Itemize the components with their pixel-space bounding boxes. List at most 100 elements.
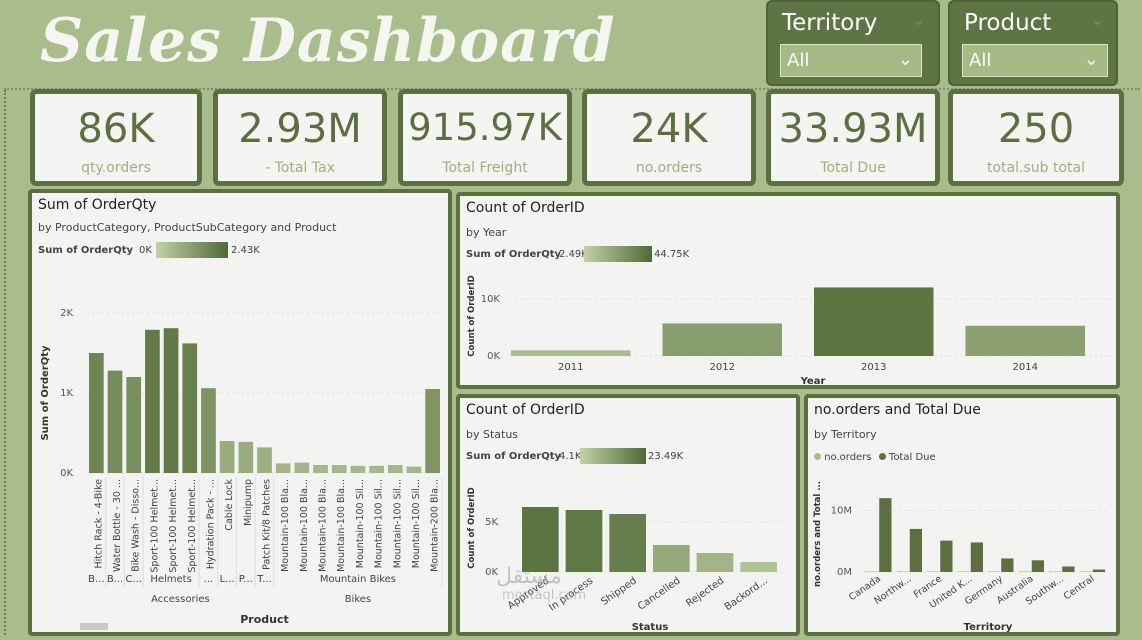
x-tick-label: Mountain-100 Sil... xyxy=(411,479,422,568)
chevron-down-icon[interactable]: ⌄ xyxy=(1083,49,1099,70)
chart-panel-year: Count of OrderID by Year Sum of OrderQty… xyxy=(456,192,1120,389)
x-tick-label: 2012 xyxy=(710,362,735,373)
bar xyxy=(145,329,160,473)
kpi-label: total.sub total xyxy=(987,160,1085,176)
y-axis-title: no.orders and Total ... xyxy=(813,481,823,587)
bar xyxy=(350,465,366,473)
kpi-value: 2.93M xyxy=(238,106,362,152)
chart-panel-territory: no.orders and Total Due by Territory no.… xyxy=(804,394,1120,636)
territory-slicer[interactable]: Territory ⌄ All ⌄ xyxy=(766,0,940,86)
subcategory-label: Helmets xyxy=(150,574,191,585)
subcategory-label: C... xyxy=(125,574,142,585)
bar xyxy=(163,328,179,473)
x-tick-label: Patch Kit/8 Patches xyxy=(262,479,273,570)
x-tick-label: Mountain-100 Sil... xyxy=(355,479,366,568)
divider-vertical xyxy=(4,90,6,635)
x-tick-label: Hitch Rack - 4-Bike xyxy=(93,479,104,569)
bar xyxy=(238,441,254,473)
bar-no-orders xyxy=(1049,571,1062,572)
x-tick-label: Water Bottle - 30 ... xyxy=(112,479,123,572)
bar xyxy=(294,462,310,473)
bar xyxy=(331,465,347,473)
product-selected-value: All xyxy=(969,50,992,71)
kpi-value: 915.97K xyxy=(408,106,562,149)
kpi-card-total-tax: 2.93M - Total Tax xyxy=(213,89,387,186)
bar xyxy=(565,510,603,572)
bar xyxy=(201,388,216,473)
kpi-card-qty-orders: 86K qty.orders xyxy=(30,89,202,186)
product-slicer-title: Product xyxy=(964,10,1052,36)
x-tick-label: Sport-100 Helmet... xyxy=(187,479,198,573)
bar xyxy=(511,350,631,356)
x-axis-title: Status xyxy=(632,622,669,633)
orderqty-bar-chart: 0K 1K 2K Hitch Rack - 4-Bike Water Bottle - … xyxy=(40,308,443,626)
legend-label: Total Due xyxy=(888,452,936,463)
y-tick-label: 10M xyxy=(831,505,852,516)
chevron-down-icon[interactable]: ⌄ xyxy=(897,49,913,70)
territory-dropdown[interactable]: All ⌄ xyxy=(780,44,922,77)
bar-total-due xyxy=(940,540,953,572)
bar xyxy=(406,466,422,473)
x-axis-title: Year xyxy=(800,376,826,386)
bar xyxy=(425,389,440,473)
gradient-legend-max: 44.75K xyxy=(654,249,690,260)
watermark: مستقل mostaql.com xyxy=(496,566,586,604)
bar xyxy=(313,465,328,473)
bar xyxy=(696,553,734,572)
y-tick-label: 0K xyxy=(487,351,500,362)
chart-legend: no.orders Total Due xyxy=(814,452,936,463)
y-axis-title: Count of OrderID xyxy=(467,487,477,568)
bar xyxy=(387,465,403,473)
page-title: Sales Dashboard xyxy=(40,6,616,76)
kpi-label: Total Due xyxy=(820,160,886,176)
bar-total-due xyxy=(970,542,983,572)
gradient-legend-label: Sum of OrderQty xyxy=(466,249,562,260)
x-axis-title: Territory xyxy=(964,622,1013,633)
bar-no-orders xyxy=(1018,571,1031,572)
x-tick-label: 2014 xyxy=(1013,362,1038,373)
kpi-value: 33.93M xyxy=(778,106,928,152)
bar-no-orders xyxy=(1079,571,1092,572)
x-tick-label: Mountain-100 Sil... xyxy=(374,479,385,568)
x-tick-label: Shipped xyxy=(599,575,639,607)
kpi-label: Total Freight xyxy=(442,160,528,176)
bar-total-due xyxy=(1062,566,1075,572)
y-axis-title: Sum of OrderQty xyxy=(40,345,51,441)
x-tick-label: Backord... xyxy=(723,575,770,613)
x-tick-label: 2013 xyxy=(861,362,886,373)
gradient-legend-bar xyxy=(584,246,652,262)
bar-no-orders xyxy=(866,571,879,572)
product-slicer[interactable]: Product ⌄ All ⌄ xyxy=(948,0,1118,86)
chart-subtitle: by ProductCategory, ProductSubCategory a… xyxy=(38,221,337,234)
y-tick-label: 0K xyxy=(485,567,498,578)
collapse-chevron-icon[interactable]: ⌄ xyxy=(912,10,926,29)
bar xyxy=(740,562,777,572)
bar xyxy=(89,353,104,473)
kpi-value: 24K xyxy=(630,106,708,152)
bar-no-orders xyxy=(927,571,940,572)
chart-title: no.orders and Total Due xyxy=(814,402,981,418)
bar xyxy=(182,343,198,473)
bar-total-due xyxy=(1092,569,1105,572)
legend-dot-icon xyxy=(814,453,821,460)
collapse-chevron-icon[interactable]: ⌄ xyxy=(1090,10,1104,29)
gradient-legend-min: 4.1K xyxy=(559,451,582,462)
gradient-legend-min: 0K xyxy=(139,245,152,256)
y-tick-label: 0M xyxy=(837,567,852,578)
product-dropdown[interactable]: All ⌄ xyxy=(962,44,1108,77)
horizontal-scrollbar[interactable] xyxy=(80,623,108,630)
bar xyxy=(522,507,559,572)
gradient-legend-min: 2.49K xyxy=(559,249,588,260)
subcategory-label: B... xyxy=(107,574,123,585)
gradient-legend-label: Sum of OrderQty xyxy=(38,245,134,256)
x-tick-label: Mountain-200 Bla... xyxy=(430,479,441,572)
x-tick-label: Minipump xyxy=(243,479,254,526)
category-label: Accessories xyxy=(151,594,210,605)
y-tick-label: 1K xyxy=(60,388,73,399)
x-tick-label: Mountain-100 Bla... xyxy=(336,479,347,572)
bar xyxy=(126,377,142,473)
category-label: Bikes xyxy=(345,594,371,605)
bar xyxy=(609,514,646,572)
